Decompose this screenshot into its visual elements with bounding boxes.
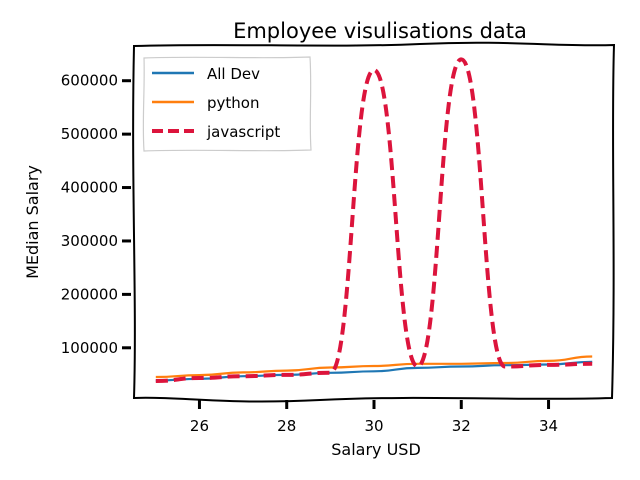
y-tick-label: 200000 xyxy=(61,285,118,303)
x-tick-label: 26 xyxy=(190,417,209,435)
series-layer xyxy=(155,57,593,383)
plot-frame xyxy=(132,41,616,403)
x-tick-label: 32 xyxy=(452,417,471,435)
y-tick-label: 100000 xyxy=(61,339,118,357)
y-ticks: 100000 200000 300000 400000 500000 600000 xyxy=(61,72,131,357)
legend: All Dev python javascript xyxy=(142,56,312,152)
y-tick-label: 300000 xyxy=(61,232,118,250)
y-axis-label: MEdian Salary xyxy=(23,165,42,279)
legend-label-javascript: javascript xyxy=(206,123,280,141)
chart-title: Employee visulisations data xyxy=(233,19,527,43)
x-tick-label: 30 xyxy=(364,417,383,435)
legend-frame xyxy=(142,56,312,152)
y-tick-label: 500000 xyxy=(61,125,118,143)
plot-area: 26 28 30 32 34 100000 200000 300000 400000 50000… xyxy=(61,41,616,435)
y-tick-label: 400000 xyxy=(61,179,118,197)
y-tick-label: 600000 xyxy=(61,72,118,90)
legend-label-all-dev: All Dev xyxy=(207,65,260,83)
series-line-javascript xyxy=(155,57,593,383)
x-tick-label: 34 xyxy=(539,417,558,435)
legend-label-python: python xyxy=(207,94,259,112)
x-axis-label: Salary USD xyxy=(331,440,421,459)
x-ticks: 26 28 30 32 34 xyxy=(190,400,558,435)
x-tick-label: 28 xyxy=(277,417,296,435)
series-line-python xyxy=(155,355,593,379)
